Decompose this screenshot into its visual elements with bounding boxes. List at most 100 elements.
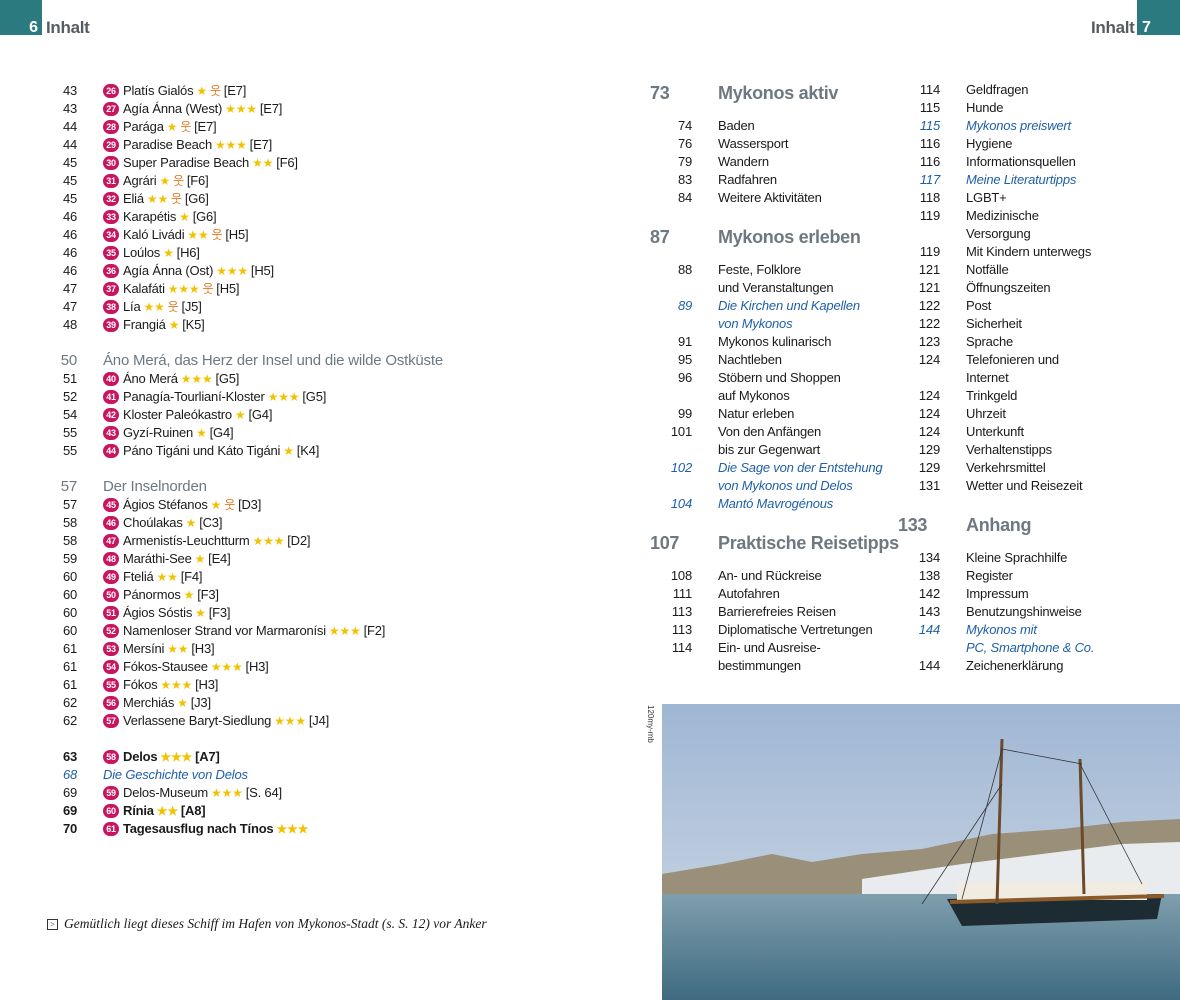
- toc-entry[interactable]: 96 Stöbern und Shoppen auf Mykonos: [650, 369, 899, 405]
- toc-entry[interactable]: 60 51 Ágios Sóstis ★ [F3]: [40, 604, 443, 622]
- toc-entry[interactable]: 122 Sicherheit: [898, 315, 1094, 333]
- toc-entry[interactable]: 47 38 Lía ★★ 웃 [J5]: [40, 298, 443, 316]
- toc-entry[interactable]: 54 42 Kloster Paleókastro ★ [G4]: [40, 406, 443, 424]
- toc-entry[interactable]: 43 27 Agía Ánna (West) ★★★ [E7]: [40, 100, 443, 118]
- toc-entry[interactable]: 123 Sprache: [898, 333, 1094, 351]
- toc-entry[interactable]: 45 30 Super Paradise Beach ★★ [F6]: [40, 154, 443, 172]
- toc-entry[interactable]: 118 LGBT+: [898, 189, 1094, 207]
- toc-entry[interactable]: 70 61 Tagesausflug nach Tínos ★★★: [40, 820, 443, 838]
- toc-entry[interactable]: 122 Post: [898, 297, 1094, 315]
- toc-entry[interactable]: 63 58 Delos ★★★ [A7]: [40, 748, 443, 766]
- toc-entry[interactable]: 121 Öffnungszeiten: [898, 279, 1094, 297]
- toc-entry[interactable]: 60 49 Fteliá ★★ [F4]: [40, 568, 443, 586]
- toc-entry[interactable]: 134 Kleine Sprachhilfe: [898, 549, 1094, 567]
- toc-entry[interactable]: 51 40 Áno Merá ★★★ [G5]: [40, 370, 443, 388]
- toc-entry[interactable]: 79 Wandern: [650, 153, 899, 171]
- entry-title: Verhaltenstipps: [966, 442, 1052, 457]
- toc-entry[interactable]: 91 Mykonos kulinarisch: [650, 333, 899, 351]
- toc-entry[interactable]: 114 Ein- und Ausreise- bestimmungen: [650, 639, 899, 675]
- toc-entry[interactable]: 61 55 Fókos ★★★ [H3]: [40, 676, 443, 694]
- toc-entry[interactable]: 116 Hygiene: [898, 135, 1094, 153]
- toc-entry[interactable]: 129 Verhaltenstipps: [898, 441, 1094, 459]
- toc-entry[interactable]: 61 53 Mersíni ★★ [H3]: [40, 640, 443, 658]
- toc-entry[interactable]: 46 34 Kaló Livádi ★★ 웃 [H5]: [40, 226, 443, 244]
- toc-entry[interactable]: 47 37 Kalafáti ★★★ 웃 [H5]: [40, 280, 443, 298]
- toc-entry[interactable]: 119 Medizinische Versorgung: [898, 207, 1094, 243]
- rating-stars-icon: ★: [195, 606, 206, 620]
- toc-entry[interactable]: 119 Mit Kindern unterwegs: [898, 243, 1094, 261]
- toc-entry[interactable]: 102 Die Sage von der Entstehung von Mykon…: [650, 459, 899, 495]
- toc-entry[interactable]: 101 Von den Anfängen bis zur Gegenwart: [650, 423, 899, 459]
- toc-entry[interactable]: 124 Unterkunft: [898, 423, 1094, 441]
- toc-entry[interactable]: 114 Geldfragen: [898, 81, 1094, 99]
- entry-page: 119: [919, 208, 940, 223]
- toc-entry[interactable]: 111 Autofahren: [650, 585, 899, 603]
- toc-entry[interactable]: 74 Baden: [650, 117, 899, 135]
- entry-name: Panagía-Tourlianí-Kloster: [123, 389, 265, 404]
- toc-entry[interactable]: 116 Informationsquellen: [898, 153, 1094, 171]
- toc-entry[interactable]: 59 48 Maráthi-See ★ [E4]: [40, 550, 443, 568]
- toc-entry[interactable]: 45 31 Agrári ★ 웃 [F6]: [40, 172, 443, 190]
- toc-entry[interactable]: 48 39 Frangiá ★ [K5]: [40, 316, 443, 334]
- sight-number-badge: 46: [103, 516, 119, 530]
- toc-entry[interactable]: 138 Register: [898, 567, 1094, 585]
- toc-entry[interactable]: 43 26 Platís Gialós ★ 웃 [E7]: [40, 82, 443, 100]
- toc-entry[interactable]: 117 Meine Literaturtipps: [898, 171, 1094, 189]
- toc-entry[interactable]: 55 43 Gyzí-Ruinen ★ [G4]: [40, 424, 443, 442]
- toc-entry[interactable]: 124 Telefonieren und Internet: [898, 351, 1094, 387]
- toc-entry[interactable]: 58 47 Armenistís-Leuchtturm ★★★ [D2]: [40, 532, 443, 550]
- toc-entry[interactable]: 89 Die Kirchen und Kapellen von Mykonos: [650, 297, 899, 333]
- toc-entry[interactable]: 76 Wassersport: [650, 135, 899, 153]
- toc-entry[interactable]: 44 29 Paradise Beach ★★★ [E7]: [40, 136, 443, 154]
- toc-entry[interactable]: 60 52 Namenloser Strand vor Marmaronísi ★★★…: [40, 622, 443, 640]
- toc-entry[interactable]: 69 59 Delos-Museum ★★★ [S. 64]: [40, 784, 443, 802]
- toc-entry[interactable]: 57 45 Ágios Stéfanos ★ 웃 [D3]: [40, 496, 443, 514]
- toc-entry[interactable]: 115 Mykonos preiswert: [898, 117, 1094, 135]
- toc-entry[interactable]: 62 57 Verlassene Baryt-Siedlung ★★★ [J4]: [40, 712, 443, 730]
- toc-entry[interactable]: 104 Mantó Mavrogénous: [650, 495, 899, 513]
- toc-entry[interactable]: 144 Mykonos mit PC, Smartphone & Co.: [898, 621, 1095, 657]
- entry-title: Die Sage von der Entstehung von Mykonos …: [718, 460, 883, 493]
- entry-title: LGBT+: [966, 190, 1007, 205]
- toc-entry[interactable]: 131 Wetter und Reisezeit: [898, 477, 1094, 495]
- toc-entry[interactable]: 88 Feste, Folklore und Veranstaltungen: [650, 261, 899, 297]
- toc-entry[interactable]: 62 56 Merchiás ★ [J3]: [40, 694, 443, 712]
- toc-entry[interactable]: 95 Nachtleben: [650, 351, 899, 369]
- toc-entry[interactable]: 124 Uhrzeit: [898, 405, 1094, 423]
- toc-entry[interactable]: 58 46 Choúlakas ★ [C3]: [40, 514, 443, 532]
- toc-entry[interactable]: 68 Die Geschichte von Delos: [40, 766, 443, 784]
- toc-entry[interactable]: 46 33 Karapétis ★ [G6]: [40, 208, 443, 226]
- rating-stars-icon: ★★★: [328, 624, 361, 638]
- toc-entry[interactable]: 143 Benutzungshinweise: [898, 603, 1094, 621]
- sight-number-badge: 31: [103, 174, 119, 188]
- toc-entry[interactable]: 55 44 Páno Tigáni und Káto Tigáni ★ [K4]: [40, 442, 443, 460]
- toc-entry[interactable]: 124 Trinkgeld: [898, 387, 1094, 405]
- entry-page: 59: [62, 551, 77, 566]
- toc-entry[interactable]: 99 Natur erleben: [650, 405, 899, 423]
- toc-entry[interactable]: 46 36 Agía Ánna (Ost) ★★★ [H5]: [40, 262, 443, 280]
- toc-entry[interactable]: 44 28 Parága ★ 웃 [E7]: [40, 118, 443, 136]
- toc-entry[interactable]: 121 Notfälle: [898, 261, 1094, 279]
- toc-entry[interactable]: 61 54 Fókos-Stausee ★★★ [H3]: [40, 658, 443, 676]
- toc-entry[interactable]: 108 An- und Rückreise: [650, 567, 899, 585]
- toc-entry[interactable]: 113 Diplomatische Vertretungen: [650, 621, 899, 639]
- toc-entry[interactable]: 115 Hunde: [898, 99, 1094, 117]
- rating-stars-icon: ★★★: [210, 660, 243, 674]
- toc-entry[interactable]: 129 Verkehrsmittel: [898, 459, 1094, 477]
- entry-page: 122: [918, 316, 940, 331]
- rating-stars-icon: ★: [185, 516, 197, 530]
- toc-entry[interactable]: 142 Impressum: [898, 585, 1094, 603]
- toc-entry[interactable]: 60 50 Pánormos ★ [F3]: [40, 586, 443, 604]
- rating-stars-icon: ★★★: [267, 390, 300, 404]
- entry-title: Hunde: [966, 100, 1004, 115]
- toc-entry[interactable]: 84 Weitere Aktivitäten: [650, 189, 899, 207]
- toc-entry[interactable]: 45 32 Eliá ★★ 웃 [G6]: [40, 190, 443, 208]
- map-grid-reference: [G5]: [215, 371, 240, 386]
- toc-entry[interactable]: 83 Radfahren: [650, 171, 899, 189]
- entry-page: 104: [670, 496, 692, 511]
- toc-entry[interactable]: 69 60 Rínia ★★ [A8]: [40, 802, 443, 820]
- toc-entry[interactable]: 52 41 Panagía-Tourlianí-Kloster ★★★ [G5]: [40, 388, 443, 406]
- toc-entry[interactable]: 113 Barrierefreies Reisen: [650, 603, 899, 621]
- toc-entry[interactable]: 46 35 Loúlos ★ [H6]: [40, 244, 443, 262]
- toc-entry[interactable]: 144 Zeichenerklärung: [898, 657, 1094, 675]
